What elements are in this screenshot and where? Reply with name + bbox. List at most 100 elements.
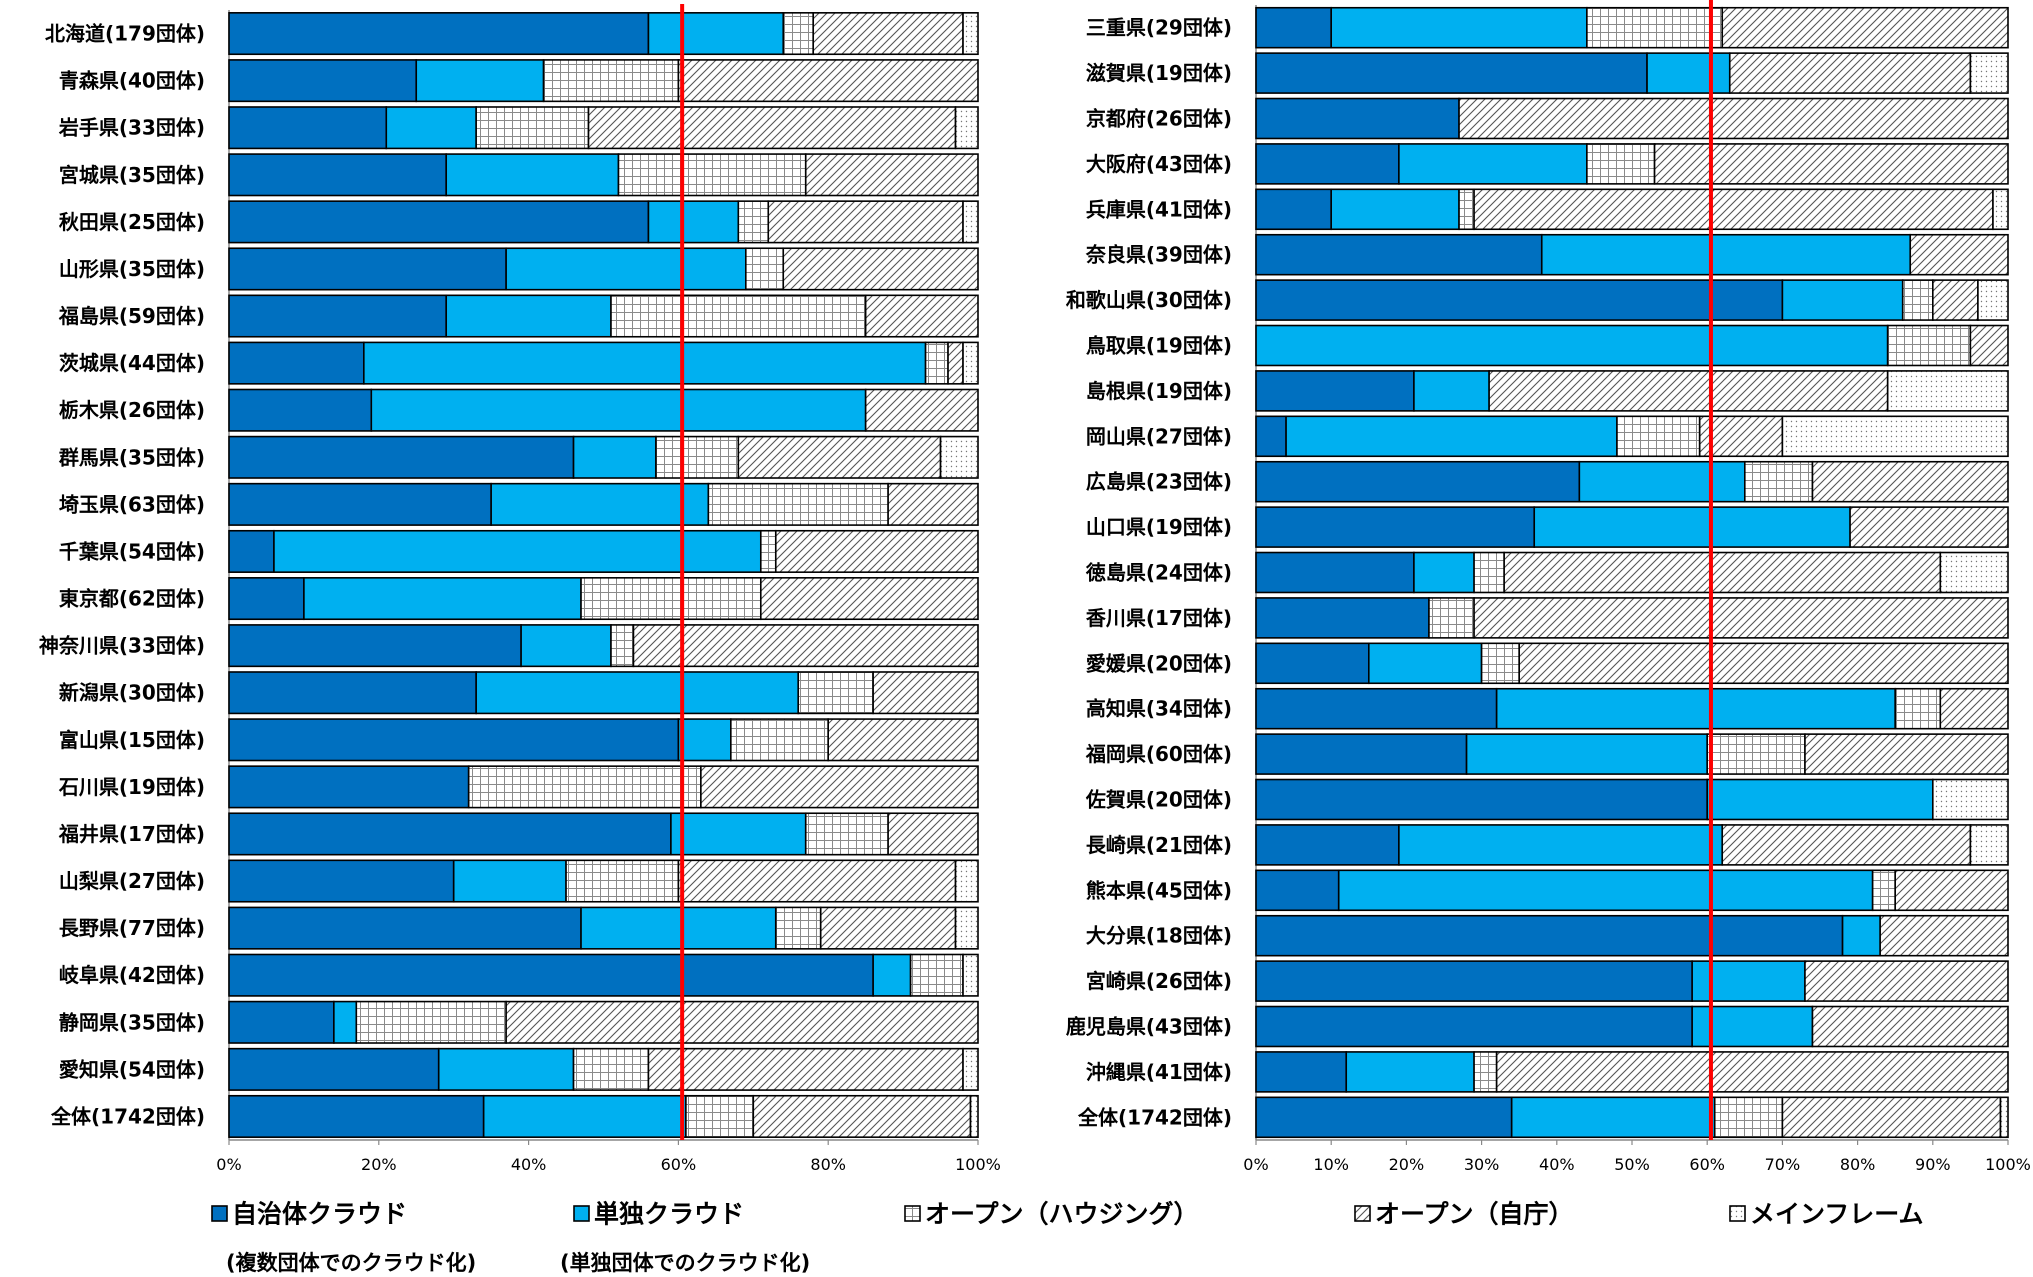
left-bar-single-cloud <box>670 812 807 856</box>
left-x-tick-label: 100% <box>955 1155 1001 1174</box>
legend-swatch-single-cloud <box>573 1205 590 1222</box>
right-bar-single-cloud <box>1578 460 1746 503</box>
right-category-label: 島根県(19団体) <box>1086 379 1232 403</box>
right-bar-single-cloud <box>1413 551 1475 594</box>
left-category-label: 山形県(35団体) <box>59 257 205 281</box>
right-bar-multi-cloud <box>1255 778 1709 821</box>
left-bar-open-self <box>774 529 979 573</box>
right-x-tick-label: 0% <box>1243 1155 1268 1174</box>
right-bar-open-housing <box>1480 642 1520 685</box>
left-bar-multi-cloud <box>228 671 477 715</box>
left-bar-single-cloud <box>333 1000 358 1044</box>
left-bar-open-self <box>887 482 979 526</box>
right-bar-multi-cloud <box>1255 279 1784 321</box>
right-category-label: 岡山県(27団体) <box>1086 424 1232 448</box>
left-bar-multi-cloud <box>228 153 448 197</box>
right-bar-open-housing <box>1871 869 1897 912</box>
left-bar-single-cloud <box>303 577 582 621</box>
right-bar-multi-cloud <box>1255 188 1332 231</box>
left-bar-open-self <box>759 577 979 621</box>
right-bar-mainframe <box>1992 188 2009 231</box>
left-category-label: 全体(1742団体) <box>50 1104 205 1128</box>
right-bar-multi-cloud <box>1255 687 1498 730</box>
right-category-label: 兵庫県(41団体) <box>1086 197 1232 221</box>
right-bar-single-cloud <box>1398 143 1588 185</box>
right-bar-multi-cloud <box>1255 824 1400 866</box>
right-bar-single-cloud <box>1841 914 1881 957</box>
left-bar-open-housing <box>737 200 770 244</box>
left-bar-multi-cloud <box>228 294 448 338</box>
right-bar-open-self <box>1781 1096 2002 1139</box>
right-bar-mainframe <box>1781 415 2009 458</box>
left-bar-open-self <box>505 1000 979 1044</box>
right-bar-single-cloud <box>1540 233 1912 276</box>
right-bar-multi-cloud <box>1255 869 1340 912</box>
left-bar-open-housing <box>610 294 867 338</box>
right-bar-single-cloud <box>1368 642 1483 685</box>
right-bar-open-self <box>1495 1051 2009 1093</box>
left-bar-open-self <box>819 906 957 950</box>
right-bar-open-self <box>1473 188 1994 231</box>
right-bar-open-self <box>1518 642 2009 685</box>
left-bar-multi-cloud <box>228 718 680 762</box>
left-bar-open-self <box>587 106 957 150</box>
legend: 自治体クラウド 単独クラウド オープン（ハウジング） オープン（自庁） メインフレーム <box>211 1200 1924 1229</box>
right-bar-multi-cloud <box>1255 370 1415 412</box>
right-category-label: 和歌山県(30団体) <box>1066 288 1232 312</box>
left-bar-single-cloud <box>505 247 747 291</box>
left-category-label: 千葉県(54団体) <box>59 539 205 563</box>
left-bar-single-cloud <box>490 482 710 526</box>
right-bar-open-housing <box>1428 597 1475 639</box>
left-bar-open-self <box>887 812 979 856</box>
left-bar-multi-cloud <box>228 341 365 385</box>
left-bar-multi-cloud <box>228 106 388 150</box>
left-bar-single-cloud <box>572 435 657 479</box>
right-bar-open-self <box>1698 415 1784 458</box>
right-bar-open-self <box>1804 960 2009 1002</box>
right-bar-open-self <box>1804 733 2009 775</box>
left-bar-open-self <box>752 1094 972 1138</box>
legend-label-mainframe: メインフレーム <box>1750 1200 1924 1229</box>
right-category-label: 香川県(17団体) <box>1086 606 1232 630</box>
right-category-label: 福岡県(60団体) <box>1085 742 1232 766</box>
left-bar-multi-cloud <box>228 529 275 573</box>
right-bar-open-self <box>1811 1005 2009 1048</box>
left-bar-open-housing <box>565 859 680 903</box>
left-category-label: 埼玉県(63団体) <box>59 492 205 516</box>
right-bar-multi-cloud <box>1255 143 1400 185</box>
right-bar-open-housing <box>1901 279 1934 321</box>
right-category-label: 沖縄県(41団体) <box>1086 1060 1232 1084</box>
left-bar-open-self <box>767 200 964 244</box>
legend-label-open-housing: オープン（ハウジング） <box>925 1200 1199 1229</box>
left-bar-multi-cloud <box>228 435 575 479</box>
right-bar-open-self <box>1932 279 1979 321</box>
right-bar-multi-cloud <box>1255 551 1415 594</box>
legend-swatch-open-self <box>1354 1205 1371 1222</box>
left-bar-open-housing <box>797 671 874 715</box>
left-bar-multi-cloud <box>228 812 672 856</box>
left-bar-multi-cloud <box>228 12 650 56</box>
left-bar-single-cloud <box>452 859 567 903</box>
left-bar-multi-cloud <box>228 59 418 103</box>
left-bar-mainframe <box>962 953 979 997</box>
right-category-label: 滋賀県(19団体) <box>1086 61 1232 85</box>
left-bar-mainframe <box>969 1094 979 1138</box>
right-bar-single-cloud <box>1533 506 1851 548</box>
right-x-tick-label: 70% <box>1765 1155 1801 1174</box>
left-bar-single-cloud <box>872 953 912 997</box>
right-category-label: 三重県(29団体) <box>1086 16 1232 40</box>
left-chart: 北海道(179団体) 青森県(40団体) 岩手県(33団体) 宮城県(35団体) 秋田県… <box>39 4 1001 1174</box>
left-category-label: 石川県(19団体) <box>58 775 205 799</box>
right-bar-open-self <box>1811 460 2009 503</box>
left-bar-open-self <box>632 624 979 668</box>
right-bar-single-cloud <box>1330 6 1588 49</box>
right-bar-multi-cloud <box>1255 1096 1513 1139</box>
left-bar-mainframe <box>962 200 979 244</box>
right-bar-multi-cloud <box>1255 1051 1348 1093</box>
right-bar-single-cloud <box>1510 1096 1716 1139</box>
left-bar-single-cloud <box>445 294 612 338</box>
right-category-label: 全体(1742団体) <box>1077 1105 1232 1129</box>
right-x-tick-label: 20% <box>1389 1155 1425 1174</box>
right-bar-mainframe <box>1886 370 2009 412</box>
right-bar-mainframe <box>1939 551 2009 594</box>
